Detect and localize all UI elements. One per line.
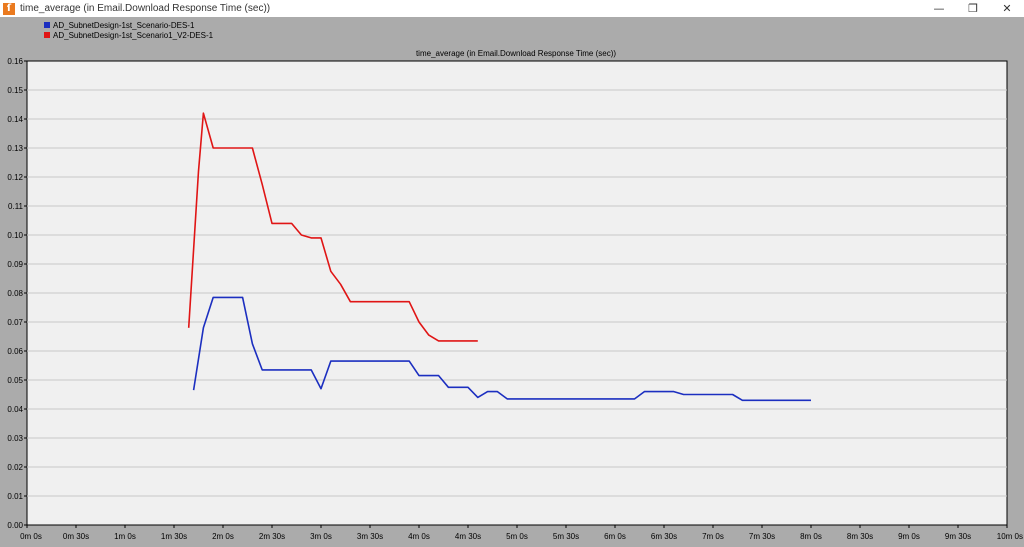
y-axis: 0.00 0.01 0.02 0.03 0.04 0.05 0.06 0.07 0.08 0.09… <box>7 57 27 530</box>
x-tick-label: 1m 0s <box>114 532 136 541</box>
title-bar: ſ time_average (in Email.Download Respon… <box>0 0 1024 18</box>
series-line <box>187 112 478 342</box>
series-line <box>192 296 811 402</box>
y-tick-label: 0.00 <box>7 521 23 530</box>
x-tick-label: 7m 0s <box>702 532 724 541</box>
x-tick-label: 2m 0s <box>212 532 234 541</box>
x-tick-label: 5m 30s <box>553 532 579 541</box>
x-tick-label: 4m 30s <box>455 532 481 541</box>
y-tick-label: 0.05 <box>7 376 23 385</box>
restore-icon[interactable]: ❐ <box>968 2 978 15</box>
y-tick-label: 0.03 <box>7 434 23 443</box>
legend: AD_SubnetDesign-1st_Scenario-DES-1AD_Sub… <box>44 21 214 40</box>
x-tick-label: 3m 0s <box>310 532 332 541</box>
x-tick-label: 8m 30s <box>847 532 873 541</box>
y-tick-label: 0.01 <box>7 492 23 501</box>
legend-label: AD_SubnetDesign-1st_Scenario1_V2-DES-1 <box>53 31 214 40</box>
x-axis: 0m 0s 0m 30s 1m 0s 1m 30s 2m 0s 2m 30s 3m 0s 3m… <box>20 525 1023 541</box>
y-tick-label: 0.10 <box>7 231 23 240</box>
app-icon: ſ <box>3 2 15 15</box>
y-tick-label: 0.09 <box>7 260 23 269</box>
grid <box>27 89 1007 497</box>
y-tick-label: 0.04 <box>7 405 23 414</box>
y-tick-label: 0.08 <box>7 289 23 298</box>
x-tick-label: 4m 0s <box>408 532 430 541</box>
y-tick-label: 0.14 <box>7 115 23 124</box>
series-group <box>187 112 811 402</box>
chart-title: time_average (in Email.Download Response… <box>416 49 616 58</box>
x-tick-label: 6m 30s <box>651 532 677 541</box>
y-tick-label: 0.11 <box>8 202 24 211</box>
line-chart: time_average (in Email.Download Response… <box>7 21 1023 541</box>
x-tick-label: 2m 30s <box>259 532 285 541</box>
legend-label: AD_SubnetDesign-1st_Scenario-DES-1 <box>53 21 195 30</box>
x-tick-label: 5m 0s <box>506 532 528 541</box>
y-tick-label: 0.07 <box>7 318 23 327</box>
x-tick-label: 1m 30s <box>161 532 187 541</box>
legend-swatch <box>44 32 50 38</box>
y-tick-label: 0.15 <box>7 86 23 95</box>
x-tick-label: 9m 0s <box>898 532 920 541</box>
x-tick-label: 9m 30s <box>945 532 971 541</box>
minimize-icon[interactable]: — <box>933 2 945 15</box>
x-tick-label: 8m 0s <box>800 532 822 541</box>
x-tick-label: 3m 30s <box>357 532 383 541</box>
x-tick-label: 6m 0s <box>604 532 626 541</box>
y-tick-label: 0.16 <box>7 57 23 66</box>
window-controls: — ❐ ✕ <box>922 0 1024 17</box>
y-tick-label: 0.13 <box>7 144 23 153</box>
y-tick-label: 0.06 <box>7 347 23 356</box>
x-tick-label: 10m 0s <box>997 532 1023 541</box>
legend-swatch <box>44 22 50 28</box>
x-tick-label: 7m 30s <box>749 532 775 541</box>
y-tick-label: 0.02 <box>7 463 23 472</box>
x-tick-label: 0m 0s <box>20 532 42 541</box>
y-tick-label: 0.12 <box>7 173 23 182</box>
close-icon[interactable]: ✕ <box>1002 2 1012 15</box>
window-title: time_average (in Email.Download Response… <box>20 3 271 14</box>
x-tick-label: 0m 30s <box>63 532 89 541</box>
chart-panel: time_average (in Email.Download Response… <box>0 17 1024 547</box>
